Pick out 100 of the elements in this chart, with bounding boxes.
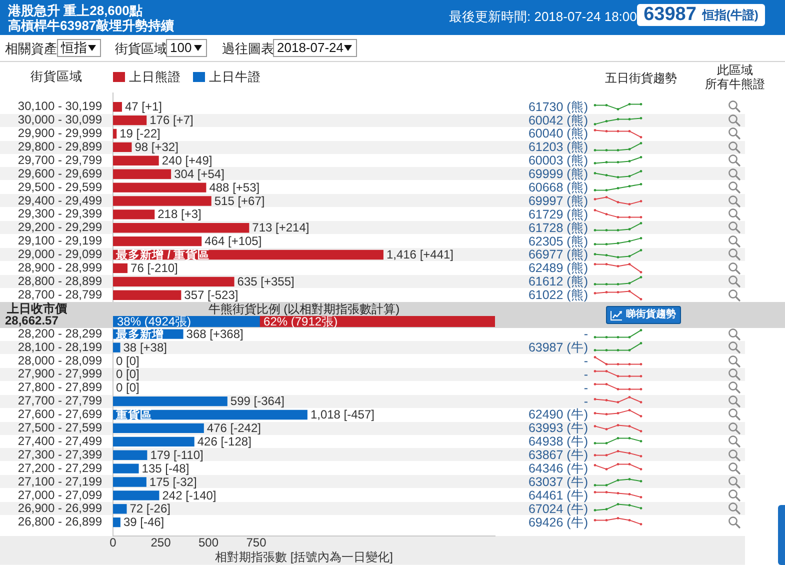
y-tick-label: 26,800 - 26,899 xyxy=(18,514,102,529)
text: 62305 (熊) xyxy=(528,234,588,248)
text: 62490 (牛) xyxy=(528,408,588,422)
data-label: 38% (4924張) xyxy=(117,314,192,328)
y-tick-label: 27,000 - 27,099 xyxy=(18,488,102,502)
y-tick-label: 27,100 - 27,199 xyxy=(18,474,102,488)
data-label: 599 [-364] xyxy=(230,394,284,408)
text: - xyxy=(584,367,588,382)
data-label: 218 [+3] xyxy=(158,207,202,222)
data-label: 0 [0] xyxy=(116,354,140,368)
data-label: 635 [+355] xyxy=(237,274,294,288)
y-tick-label: 28,900 - 28,999 xyxy=(18,260,102,275)
text: 60003 (熊) xyxy=(528,154,588,168)
y-tick-label: 27,400 - 27,499 xyxy=(18,434,102,448)
y-tick-label: 29,100 - 29,199 xyxy=(18,234,102,248)
toolbar: 相關資產 恒指 街貨區域 100 過往圖表 2018-07-24 xyxy=(0,35,785,62)
text: - xyxy=(584,327,588,342)
y-tick-label: 27,900 - 27,999 xyxy=(18,366,102,381)
data-label: 39 [-46] xyxy=(123,515,164,530)
text: 62489 (熊) xyxy=(528,261,588,276)
data-label: 488 [+53] xyxy=(209,180,260,194)
data-label: 0 [0] xyxy=(116,367,140,382)
chart-subtitle: 高槓桿牛63987敲埋升勢持續 xyxy=(8,18,174,33)
text: 60042 (熊) xyxy=(528,113,588,128)
text: 28,662.57 xyxy=(5,313,59,328)
text: 64461 (牛) xyxy=(528,488,588,502)
data-label: 242 [-140] xyxy=(162,488,216,502)
text: 64938 (牛) xyxy=(528,434,588,449)
data-label: 179 [-110] xyxy=(150,448,204,462)
text: 67024 (牛) xyxy=(528,502,588,516)
data-label: 72 [-26] xyxy=(130,502,170,516)
data-label: 1,018 [-457] xyxy=(310,408,374,422)
text: - xyxy=(584,380,588,395)
y-tick-label: 29,900 - 29,999 xyxy=(18,126,102,140)
y-tick-label: 28,200 - 28,299 xyxy=(18,326,102,340)
y-tick-label: 29,400 - 29,499 xyxy=(18,193,102,208)
text: 61728 (熊) xyxy=(528,220,588,235)
y-axis-title: 街貨區域 xyxy=(30,69,82,84)
text: 61022 (熊) xyxy=(528,288,588,302)
y-tick-label: 28,100 - 28,199 xyxy=(18,340,102,354)
data-label: 464 [+105] xyxy=(204,234,262,248)
text: 63037 (牛) xyxy=(528,474,588,489)
dropdown-field: 2018-07-24 xyxy=(273,39,357,57)
data-label: 515 [+67] xyxy=(214,194,265,208)
data-label: 135 [-48] xyxy=(142,461,190,476)
data-label: 176 [+7] xyxy=(150,113,194,128)
y-tick-label: 29,200 - 29,299 xyxy=(18,220,102,234)
x-axis-title: 相對期指張數 [括號內為一日變化] xyxy=(214,550,394,564)
legend-label: 上日牛證 xyxy=(209,70,261,84)
text: 61730 (熊) xyxy=(528,100,588,114)
data-label: 47 [+1] xyxy=(124,100,162,114)
data-label: 98 [+32] xyxy=(134,140,178,154)
chart-title: 港股急升 重上28,600點 xyxy=(8,3,142,18)
y-tick-label: 29,700 - 29,799 xyxy=(18,152,102,167)
text: 所有牛熊證 xyxy=(704,77,766,91)
x-tick-label: 0 xyxy=(110,536,117,550)
x-tick-label: 250 xyxy=(150,536,172,550)
data-label: 62% (7912張) xyxy=(264,314,338,328)
text: 63867 (牛) xyxy=(528,448,588,462)
data-label: 426 [-128] xyxy=(197,434,252,448)
text: 63993 (牛) xyxy=(528,421,588,436)
text: - xyxy=(584,394,588,408)
text: 61612 (熊) xyxy=(528,274,588,289)
text: 69997 (熊) xyxy=(528,194,588,208)
y-tick-label: 26,900 - 26,999 xyxy=(18,501,102,516)
y-tick-label: 29,800 - 29,899 xyxy=(18,140,102,154)
text: 69426 (牛) xyxy=(528,515,588,530)
y-tick-label: 27,200 - 27,299 xyxy=(18,460,102,475)
data-label: 476 [-242] xyxy=(206,421,261,436)
label-box: 63987 恒指(牛證) xyxy=(637,4,765,26)
y-tick-label: 27,700 - 27,799 xyxy=(18,394,102,408)
data-label: 368 [+368] xyxy=(186,326,244,341)
text: 61729 (熊) xyxy=(528,207,588,222)
data-label: 713 [+214] xyxy=(252,220,310,235)
text: 61203 (熊) xyxy=(528,140,588,154)
text: 此區域 xyxy=(716,63,754,77)
text: 63987 (牛) xyxy=(528,340,588,354)
text: 64346 (牛) xyxy=(528,462,588,476)
data-label: 38 [+38] xyxy=(123,340,167,354)
y-tick-label: 28,800 - 28,899 xyxy=(18,274,102,288)
y-tick-label: 27,800 - 27,899 xyxy=(18,380,102,394)
annotation: 最多新增 / 重貨區 xyxy=(115,247,210,262)
annotation: 重貨區 xyxy=(115,407,152,422)
y-tick-label: 29,600 - 29,699 xyxy=(18,166,102,180)
text: - xyxy=(584,354,588,368)
text: 66977 (熊) xyxy=(528,248,588,262)
data-label: 76 [-210] xyxy=(130,261,178,276)
data-label: 175 [-32] xyxy=(149,474,197,489)
text: 五日街貨趨勢 xyxy=(605,71,677,85)
y-tick-label: 29,500 - 29,599 xyxy=(18,180,102,194)
text: 60040 (熊) xyxy=(528,126,588,141)
chart-title: 牛熊街貨比例 (以相對期指張數計算) xyxy=(208,302,400,316)
data-label: 357 [-523] xyxy=(184,288,238,302)
data-label: 240 [+49] xyxy=(162,153,212,168)
y-tick-label: 27,300 - 27,399 xyxy=(18,447,102,462)
button: 睇街貨趨勢 xyxy=(606,306,681,324)
y-tick-label: 28,700 - 28,799 xyxy=(18,287,102,302)
data-label: 304 [+54] xyxy=(174,166,224,181)
x-tick-label: 750 xyxy=(246,536,267,550)
data-label: 19 [-22] xyxy=(120,126,160,141)
